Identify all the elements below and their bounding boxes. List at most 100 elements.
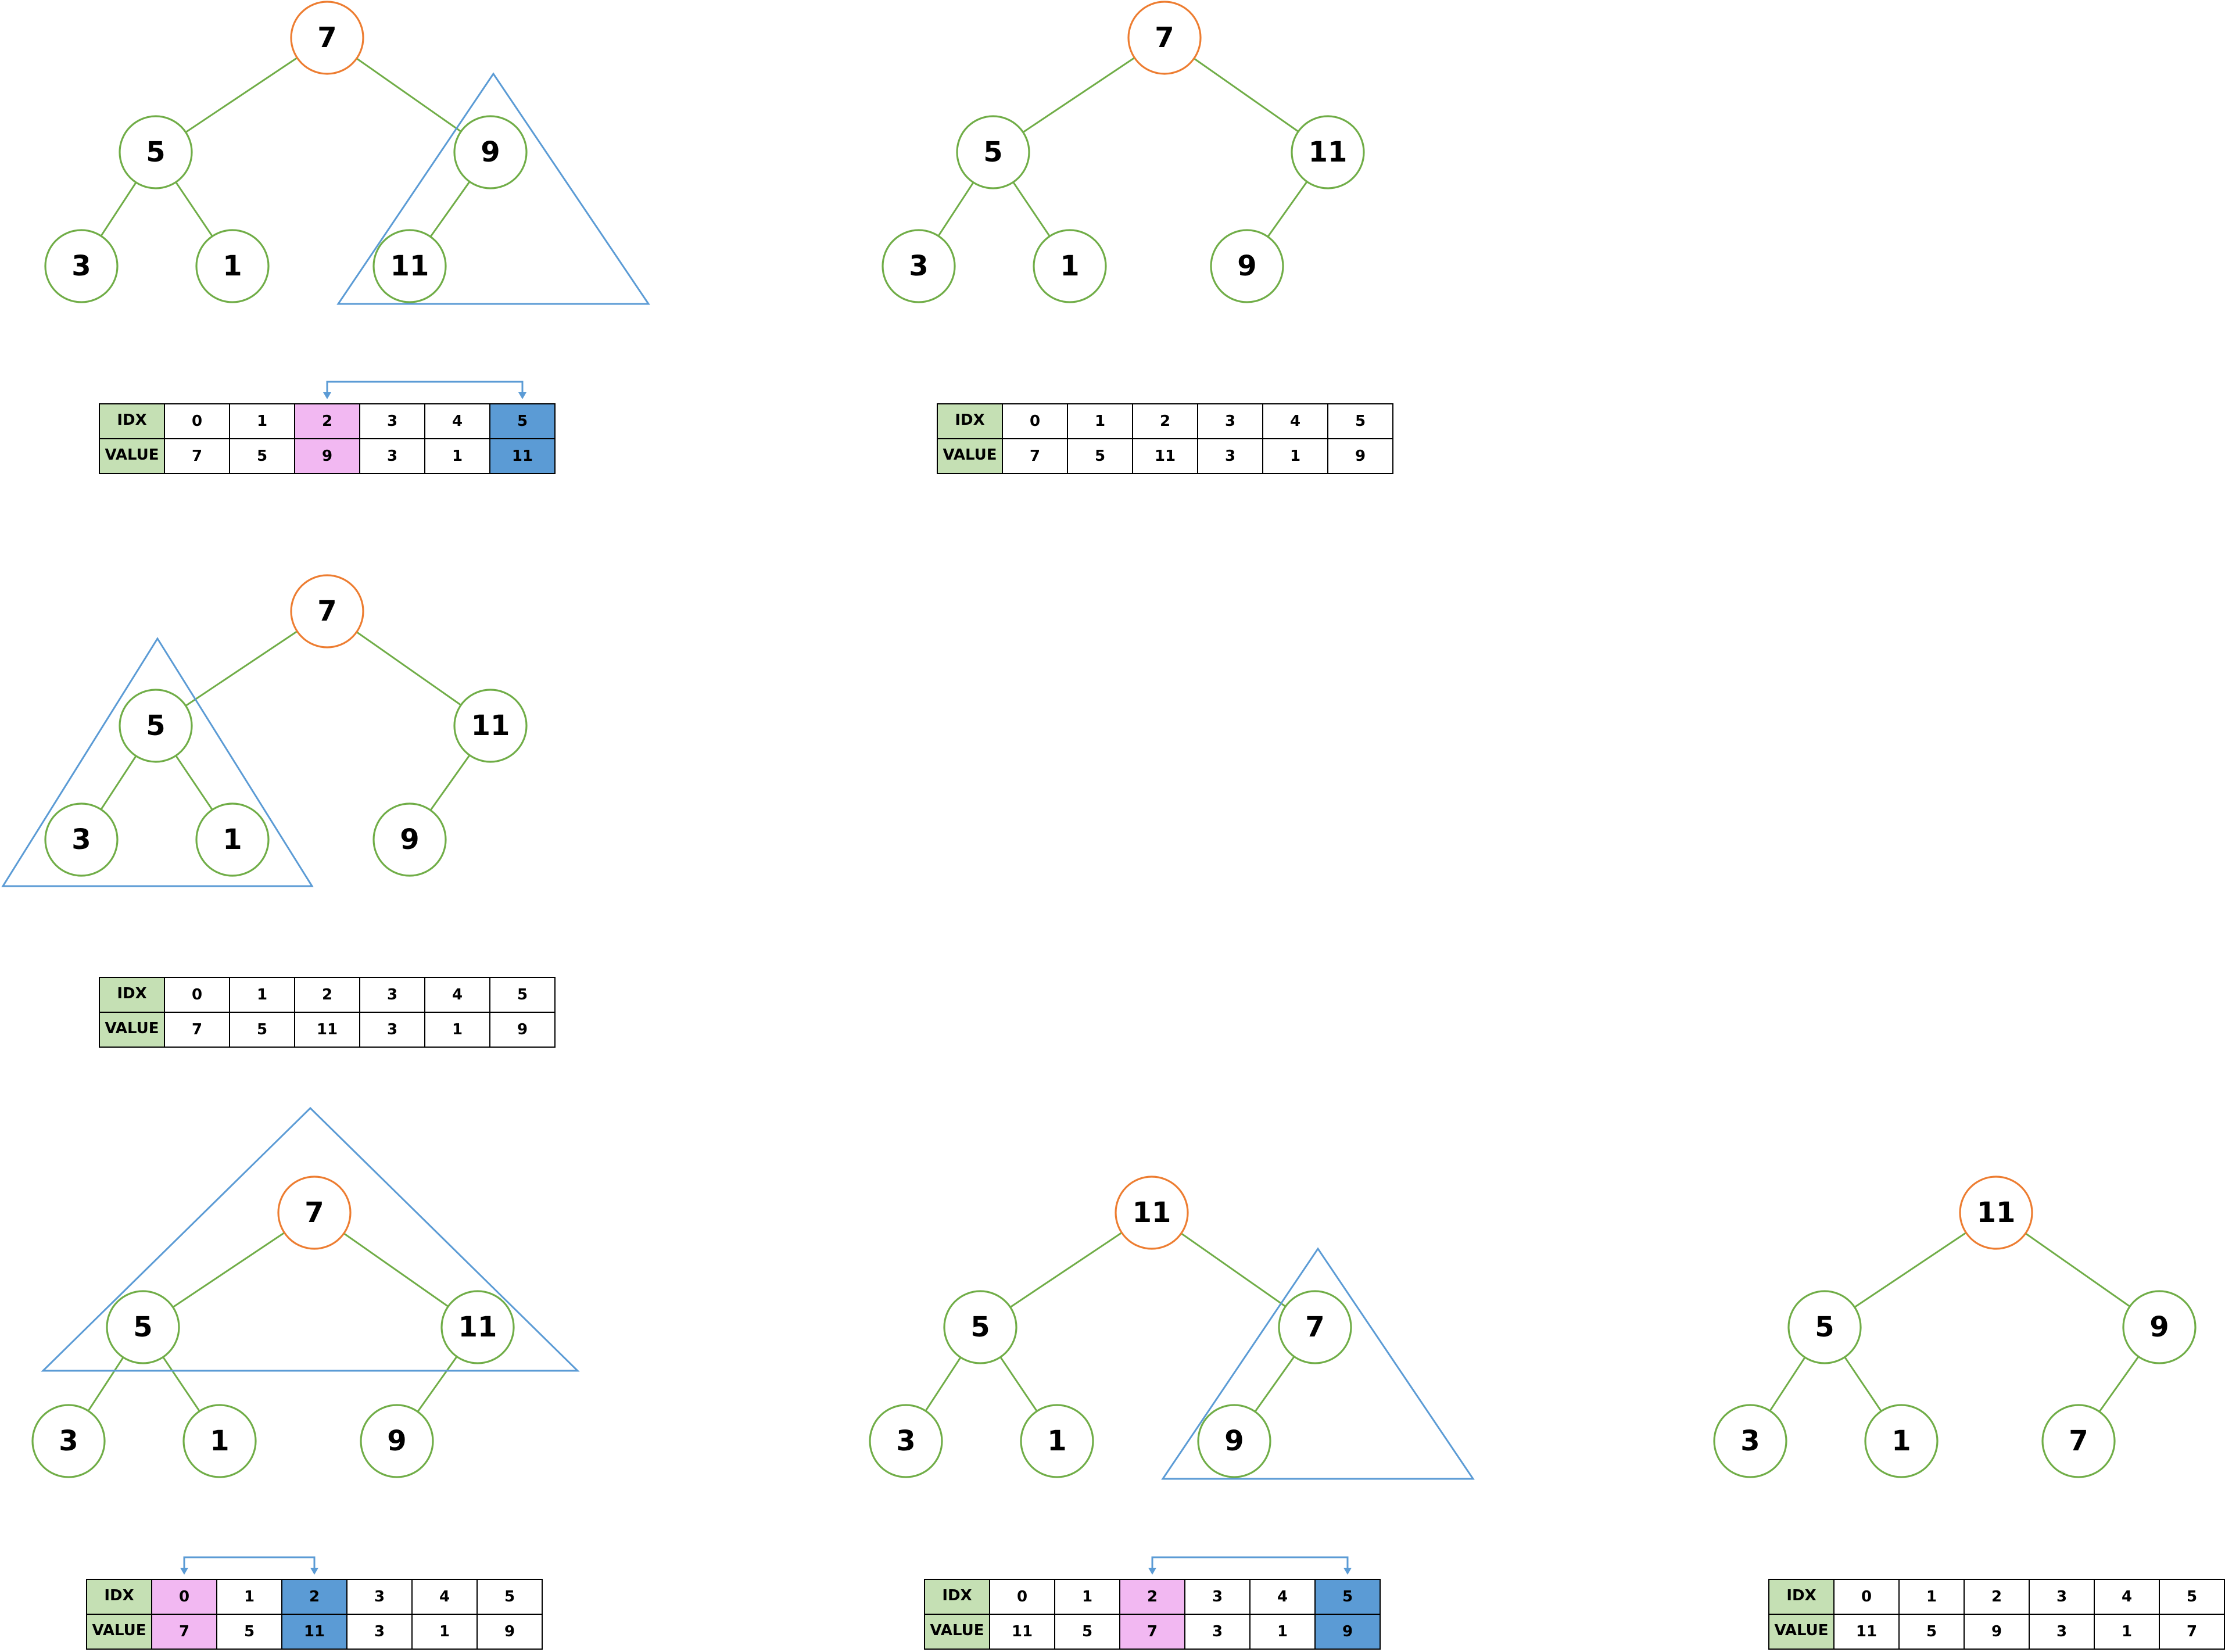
tree-edge bbox=[356, 631, 462, 706]
subtree-outline bbox=[41, 1106, 580, 1372]
node-value: 7 bbox=[317, 595, 336, 628]
node-circle bbox=[1033, 229, 1107, 303]
array-cell bbox=[2159, 1614, 2225, 1650]
array-cell bbox=[489, 438, 556, 474]
array-value: 9 bbox=[1342, 1623, 1353, 1640]
index-value: 3 bbox=[1225, 413, 1235, 430]
array-value: 5 bbox=[1082, 1623, 1092, 1640]
node-value: 7 bbox=[317, 21, 336, 54]
tree-edge bbox=[1267, 181, 1308, 238]
array-cell bbox=[1964, 1579, 2030, 1615]
array-cell bbox=[294, 977, 360, 1013]
index-value: 0 bbox=[179, 1588, 189, 1606]
arrowhead bbox=[518, 392, 526, 399]
tree-edge bbox=[185, 57, 298, 133]
array-value: 11 bbox=[304, 1623, 325, 1640]
array-value: 7 bbox=[2187, 1623, 2197, 1640]
array-cell bbox=[476, 1579, 543, 1615]
node-value: 9 bbox=[387, 1425, 406, 1457]
tree-edge bbox=[175, 181, 213, 237]
index-value: 2 bbox=[1160, 413, 1170, 430]
tree-node: 5 bbox=[943, 1290, 1017, 1364]
tree-node: 1 bbox=[1864, 1404, 1939, 1478]
tree-edge bbox=[172, 1232, 285, 1308]
array-cell bbox=[989, 1579, 1055, 1615]
array-cell bbox=[1898, 1579, 1965, 1615]
node-value: 1 bbox=[223, 823, 242, 856]
tree-edge bbox=[100, 182, 137, 236]
tree-edge bbox=[1769, 1357, 1806, 1411]
row-header-label: IDX bbox=[942, 1587, 972, 1604]
arrowhead bbox=[1343, 1568, 1352, 1575]
tree-node: 5 bbox=[106, 1290, 180, 1364]
tree-node: 11 bbox=[372, 229, 447, 303]
node-value: 9 bbox=[400, 823, 419, 856]
array-cell bbox=[151, 1614, 217, 1650]
tree-node: 5 bbox=[119, 689, 193, 763]
node-circle bbox=[1864, 1404, 1939, 1478]
index-value: 1 bbox=[1082, 1588, 1092, 1606]
node-circle bbox=[2041, 1404, 2116, 1478]
root-node: 11 bbox=[1115, 1176, 1189, 1250]
node-circle bbox=[44, 229, 119, 303]
node-circle bbox=[1115, 1176, 1189, 1250]
swap-arrow bbox=[180, 1556, 318, 1575]
tree-node: 11 bbox=[1291, 115, 1365, 189]
heap-array-table: IDX 0 1 2 3 4 5 VALUE 7 5 11 3 1 9 bbox=[937, 403, 1393, 474]
node-value: 1 bbox=[1047, 1425, 1066, 1457]
node-value: 5 bbox=[146, 136, 165, 169]
array-value: 11 bbox=[512, 447, 533, 465]
row-header-label: IDX bbox=[117, 411, 146, 429]
array-cell bbox=[411, 1614, 478, 1650]
array-cell bbox=[359, 977, 425, 1013]
array-value: 5 bbox=[257, 1021, 267, 1038]
node-circle bbox=[882, 229, 956, 303]
index-value: 5 bbox=[2187, 1588, 2197, 1606]
index-value: 3 bbox=[2056, 1588, 2067, 1606]
node-circle bbox=[1020, 1404, 1094, 1478]
node-value: 3 bbox=[1740, 1425, 1760, 1457]
tree-node: 1 bbox=[1020, 1404, 1094, 1478]
index-value: 2 bbox=[322, 986, 332, 1004]
row-header-label: VALUE bbox=[943, 446, 997, 464]
node-circle bbox=[956, 115, 1030, 189]
array-value: 11 bbox=[1012, 1623, 1033, 1640]
node-value: 5 bbox=[133, 1311, 152, 1343]
array-cell bbox=[229, 1012, 295, 1048]
array-cell bbox=[411, 1579, 478, 1615]
swap-arrow-line bbox=[326, 381, 524, 396]
node-circle bbox=[1959, 1176, 2033, 1250]
node-circle bbox=[372, 229, 447, 303]
node-value: 11 bbox=[458, 1311, 497, 1343]
node-value: 3 bbox=[909, 250, 928, 282]
tree-edge bbox=[417, 1356, 458, 1413]
array-value: 3 bbox=[374, 1623, 385, 1640]
tree-node: 3 bbox=[44, 229, 119, 303]
array-cell bbox=[1002, 438, 1068, 474]
tree-node: 1 bbox=[1033, 229, 1107, 303]
array-cell bbox=[1054, 1579, 1120, 1615]
node-circle bbox=[453, 689, 528, 763]
node-value: 1 bbox=[210, 1425, 229, 1457]
tree-edge bbox=[87, 1357, 124, 1411]
index-value: 4 bbox=[452, 986, 463, 1004]
array-value: 1 bbox=[452, 447, 463, 465]
node-value: 9 bbox=[1224, 1425, 1244, 1457]
array-cell bbox=[476, 1614, 543, 1650]
row-header-label: VALUE bbox=[1775, 1622, 1829, 1639]
subtree-outline bbox=[1, 637, 314, 887]
index-value: 2 bbox=[309, 1588, 320, 1606]
array-cell bbox=[1314, 1614, 1381, 1650]
array-value: 1 bbox=[1290, 447, 1300, 465]
array-cell bbox=[489, 977, 556, 1013]
tree-edge bbox=[343, 1232, 449, 1307]
node-value: 5 bbox=[146, 709, 165, 742]
array-cell bbox=[359, 403, 425, 439]
tree-node: 1 bbox=[182, 1404, 257, 1478]
node-value: 3 bbox=[71, 250, 91, 282]
tree-node: 9 bbox=[1197, 1404, 1271, 1478]
arrowhead bbox=[310, 1568, 318, 1575]
node-circle bbox=[277, 1176, 352, 1250]
array-cell bbox=[989, 1614, 1055, 1650]
